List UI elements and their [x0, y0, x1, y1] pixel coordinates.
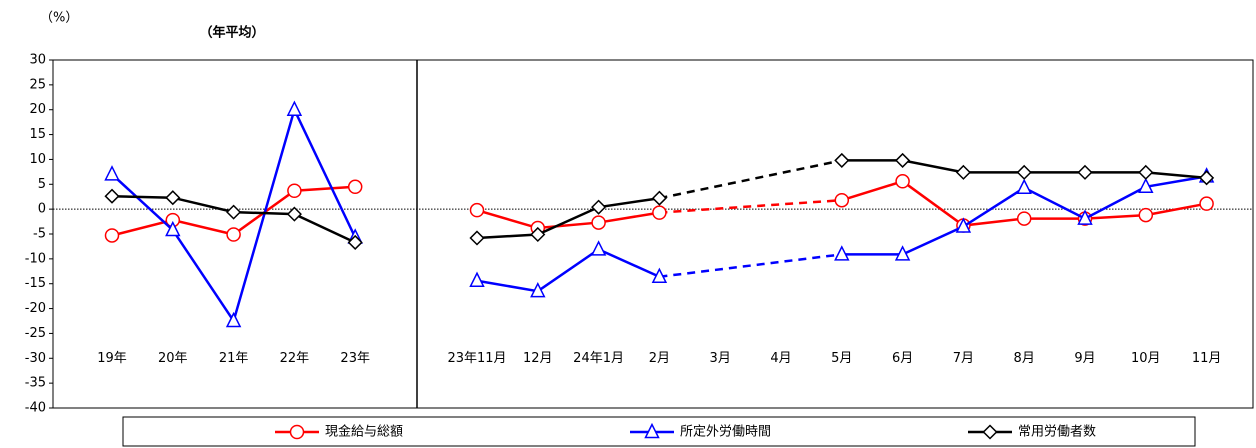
- x-tick-label: 23年11月: [447, 351, 506, 366]
- marker: [955, 217, 972, 233]
- marker: [652, 205, 667, 220]
- marker: [289, 424, 305, 440]
- y-tick-label: -30: [25, 351, 46, 366]
- marker: [286, 100, 303, 116]
- marker: [590, 240, 607, 256]
- marker: [286, 206, 302, 222]
- marker: [644, 422, 660, 439]
- legend-label: 所定外労働時間: [680, 425, 771, 440]
- legend-label: 常用労働者数: [1018, 425, 1096, 440]
- marker: [530, 281, 546, 298]
- gap-bridge: [659, 253, 842, 278]
- x-tick-label: 5月: [831, 351, 852, 366]
- marker: [104, 165, 120, 181]
- marker: [1138, 207, 1154, 223]
- x-tick-label: 23年: [340, 351, 370, 366]
- marker: [1199, 170, 1215, 186]
- marker: [834, 152, 850, 168]
- x-tick-label: 2月: [649, 351, 670, 366]
- marker: [1199, 196, 1214, 211]
- marker: [287, 183, 302, 198]
- x-tick-label: 3月: [710, 351, 731, 366]
- y-tick-label: 10: [29, 152, 46, 167]
- x-tick-label: 11月: [1192, 351, 1222, 366]
- y-tick-label: 15: [29, 127, 46, 142]
- marker: [530, 226, 546, 243]
- series-line: [476, 208, 660, 230]
- x-tick-label: 6月: [892, 351, 913, 366]
- marker: [651, 267, 668, 284]
- marker: [469, 202, 485, 218]
- marker: [1138, 177, 1154, 194]
- marker: [591, 199, 607, 215]
- marker: [895, 152, 911, 168]
- x-tick-label: 20年: [158, 351, 188, 366]
- x-tick-label: 4月: [770, 351, 791, 366]
- x-tick-label: 22年: [280, 351, 310, 366]
- gap-bridge: [659, 159, 843, 200]
- marker: [1016, 211, 1032, 226]
- x-tick-label: 12月: [523, 351, 553, 366]
- x-tick-label: 19年: [97, 351, 127, 366]
- marker: [1138, 164, 1154, 180]
- marker: [104, 188, 120, 204]
- x-tick-label: 8月: [1014, 351, 1035, 366]
- x-tick-label: 24年1月: [573, 351, 624, 366]
- y-tick-label: 30: [29, 53, 46, 68]
- y-tick-label: -35: [25, 376, 46, 391]
- marker: [165, 220, 181, 237]
- marker: [347, 234, 363, 251]
- y-tick-label: -25: [25, 326, 46, 341]
- marker: [834, 245, 850, 261]
- gap-bridge: [659, 198, 842, 214]
- marker: [1016, 178, 1032, 195]
- marker: [225, 311, 242, 328]
- marker: [469, 230, 485, 246]
- marker: [469, 271, 485, 287]
- x-tick-label: 21年: [219, 351, 249, 366]
- x-tick-label: 10月: [1131, 351, 1161, 366]
- marker: [347, 179, 363, 195]
- series-line: [476, 196, 660, 240]
- y-tick-label: -5: [33, 227, 46, 242]
- marker: [226, 204, 242, 220]
- marker: [895, 174, 910, 189]
- marker: [894, 245, 911, 261]
- marker: [955, 164, 971, 180]
- marker: [591, 215, 606, 230]
- series-line: [476, 247, 660, 293]
- marker: [1077, 209, 1093, 225]
- marker: [834, 192, 850, 208]
- chart-title: （年平均）: [199, 25, 264, 41]
- y-tick-label: -15: [25, 276, 46, 291]
- y-tick-label: 20: [29, 102, 46, 117]
- x-tick-label: 9月: [1074, 351, 1095, 366]
- y-axis-label: （%）: [40, 11, 78, 26]
- y-tick-label: -10: [25, 251, 46, 266]
- y-tick-label: 5: [38, 177, 46, 192]
- y-tick-label: 25: [29, 77, 46, 92]
- marker: [104, 228, 120, 243]
- legend-box: [122, 416, 1196, 447]
- legend-label: 現金給与総額: [325, 424, 403, 440]
- marker: [651, 190, 667, 206]
- y-tick-label: 0: [38, 202, 46, 217]
- marker: [165, 190, 181, 206]
- marker: [1077, 164, 1093, 180]
- y-tick-label: -40: [25, 401, 46, 416]
- marker: [226, 227, 241, 242]
- x-tick-label: 7月: [953, 351, 974, 366]
- marker: [982, 424, 998, 440]
- marker: [1016, 164, 1032, 180]
- y-tick-label: -20: [25, 301, 46, 316]
